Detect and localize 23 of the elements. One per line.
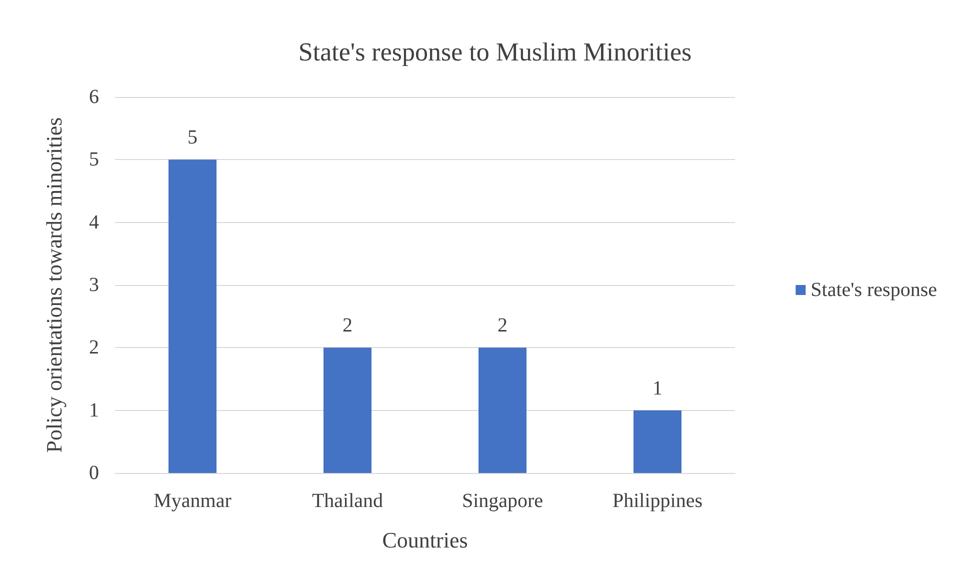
chart-title: State's response to Muslim Minorities [298,38,692,66]
y-tick-label: 2 [89,336,99,359]
y-tick-label: 4 [89,211,99,234]
x-tick-label: Myanmar [154,490,232,512]
bar [324,348,372,473]
y-tick-label: 0 [89,462,99,484]
data-label: 1 [652,377,662,400]
data-label: 5 [188,126,198,149]
y-tick-label: 5 [89,148,99,171]
data-label: 2 [498,314,508,337]
bar [168,160,216,473]
y-tick-label: 6 [89,86,99,108]
x-axis-title: Countries [382,528,468,552]
bar [478,348,526,473]
x-tick-label: Singapore [462,490,544,512]
y-axis-title: Policy orientations towards minorities [42,117,66,453]
data-label: 2 [342,314,352,337]
y-tick-label: 3 [89,274,99,296]
x-tick-label: Thailand [312,490,384,512]
x-tick-label: Philippines [612,490,703,512]
y-tick-label: 1 [89,399,99,422]
legend-label: State's response [810,279,938,301]
bar [634,410,682,473]
